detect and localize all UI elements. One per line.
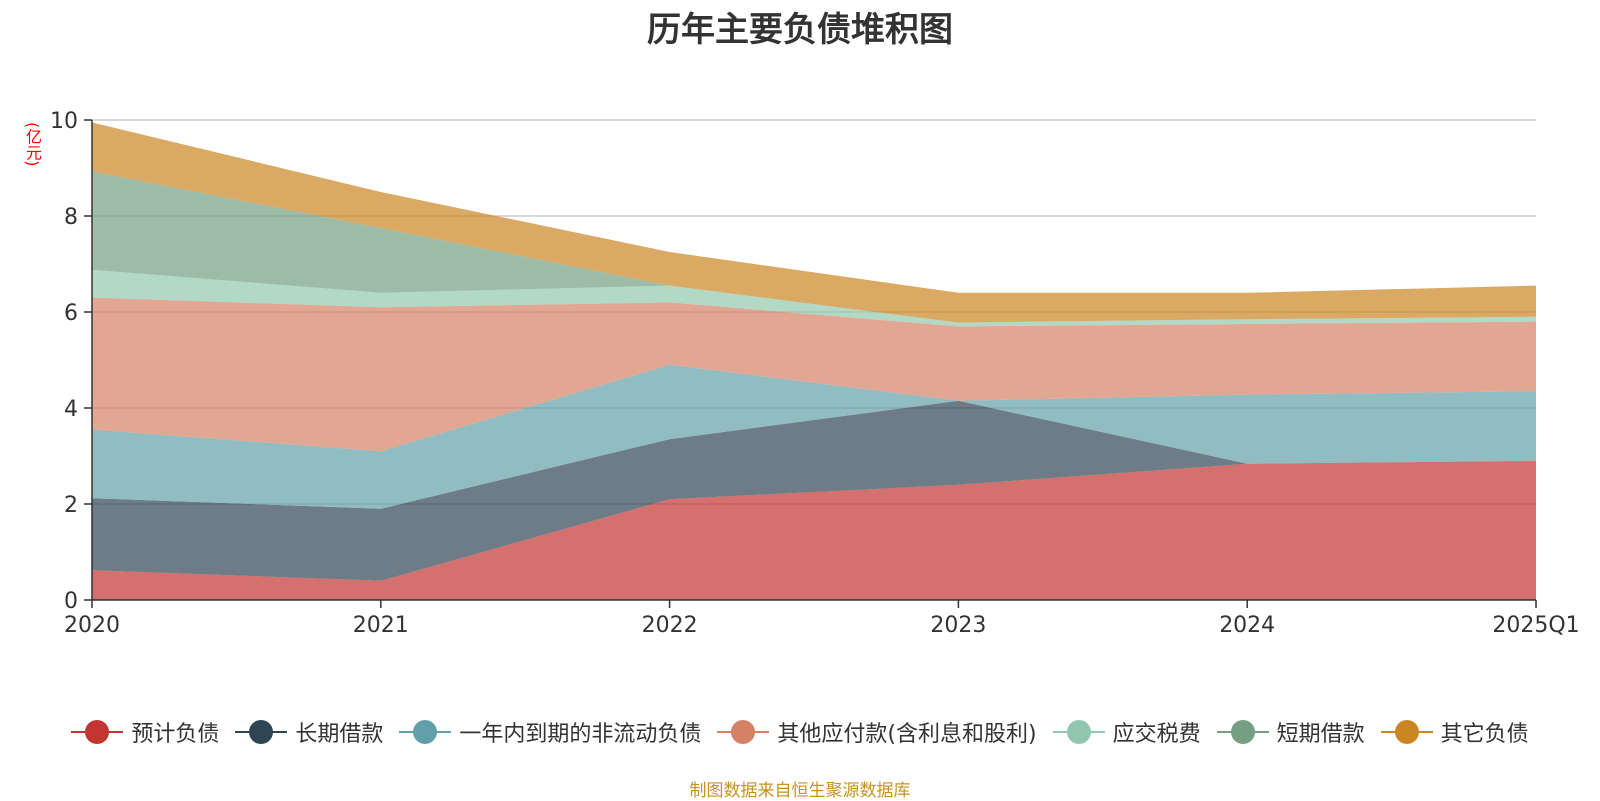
area-series-5 <box>92 171 1536 323</box>
legend-marker-dot <box>1066 720 1091 744</box>
x-tick-label: 2025Q1 <box>1492 613 1579 638</box>
legend-marker-dot <box>731 720 756 744</box>
legend-marker-dot <box>413 720 438 744</box>
x-tick-label: 2021 <box>353 613 409 638</box>
legend-label: 短期借款 <box>1276 722 1365 747</box>
legend-marker-icon <box>1380 720 1433 744</box>
legend-item[interactable]: 应交税费 <box>1052 716 1201 748</box>
y-tick-label: 6 <box>64 301 78 326</box>
legend-item[interactable]: 其他应付款(含利息和股利) <box>717 716 1037 748</box>
legend-item[interactable]: 长期借款 <box>235 716 383 748</box>
legend-label: 其他应付款(含利息和股利) <box>777 722 1037 747</box>
y-tick-label: 2 <box>64 493 78 518</box>
area-series-6 <box>92 122 1536 323</box>
legend-marker-icon <box>71 720 124 744</box>
legend-label: 预计负债 <box>131 722 220 747</box>
y-axis-unit-label: (亿元) <box>23 122 42 167</box>
x-tick-label: 2022 <box>642 613 698 638</box>
legend-item[interactable]: 其它负债 <box>1380 716 1529 748</box>
legend-marker-icon <box>1052 720 1105 744</box>
y-tick-label: 10 <box>50 109 78 134</box>
legend-item[interactable]: 短期借款 <box>1216 716 1365 748</box>
chart-title: 历年主要负债堆积图 <box>647 10 953 50</box>
legend-marker-icon <box>235 720 288 744</box>
legend-marker-dot <box>249 720 274 744</box>
x-axis-ticks: 2020 2021 2022 2023 2024 2025Q1 <box>64 600 1580 638</box>
axes <box>91 120 1536 601</box>
x-tick-label: 2024 <box>1219 613 1275 638</box>
legend: 预计负债 长期借款 一年内到期的非流动负债 其他应付款(含利息和股利) 应交税费 短期借款… <box>0 716 1600 748</box>
source-note: 制图数据来自恒生聚源数据库 <box>689 781 911 801</box>
y-tick-label: 0 <box>64 589 78 614</box>
area-series-1 <box>92 400 1536 581</box>
stacked-area-chart: 0 2 4 6 8 10 2020 2021 2022 2023 2024 2025Q1 <box>50 109 1580 638</box>
legend-marker-icon <box>1216 720 1269 744</box>
x-tick-label: 2020 <box>64 613 120 638</box>
legend-label: 其它负债 <box>1440 722 1529 747</box>
area-series-3 <box>92 297 1536 452</box>
legend-marker-icon <box>399 720 452 744</box>
legend-item[interactable]: 一年内到期的非流动负债 <box>399 716 701 748</box>
area-series-4 <box>92 269 1536 327</box>
y-tick-label: 8 <box>64 205 78 230</box>
y-axis-ticks: 0 2 4 6 8 10 <box>50 109 92 614</box>
area-series-layer <box>92 122 1536 600</box>
legend-marker-dot <box>85 720 110 744</box>
legend-marker-dot <box>1230 720 1255 744</box>
x-tick-label: 2023 <box>930 613 986 638</box>
legend-marker-icon <box>717 720 770 744</box>
area-series-2 <box>92 364 1536 509</box>
legend-label: 应交税费 <box>1112 722 1201 747</box>
legend-item[interactable]: 预计负债 <box>71 716 219 748</box>
area-series-0 <box>92 460 1536 600</box>
legend-label: 长期借款 <box>295 722 384 747</box>
y-tick-label: 4 <box>64 397 78 422</box>
legend-label: 一年内到期的非流动负债 <box>459 722 702 747</box>
legend-marker-dot <box>1394 720 1419 744</box>
